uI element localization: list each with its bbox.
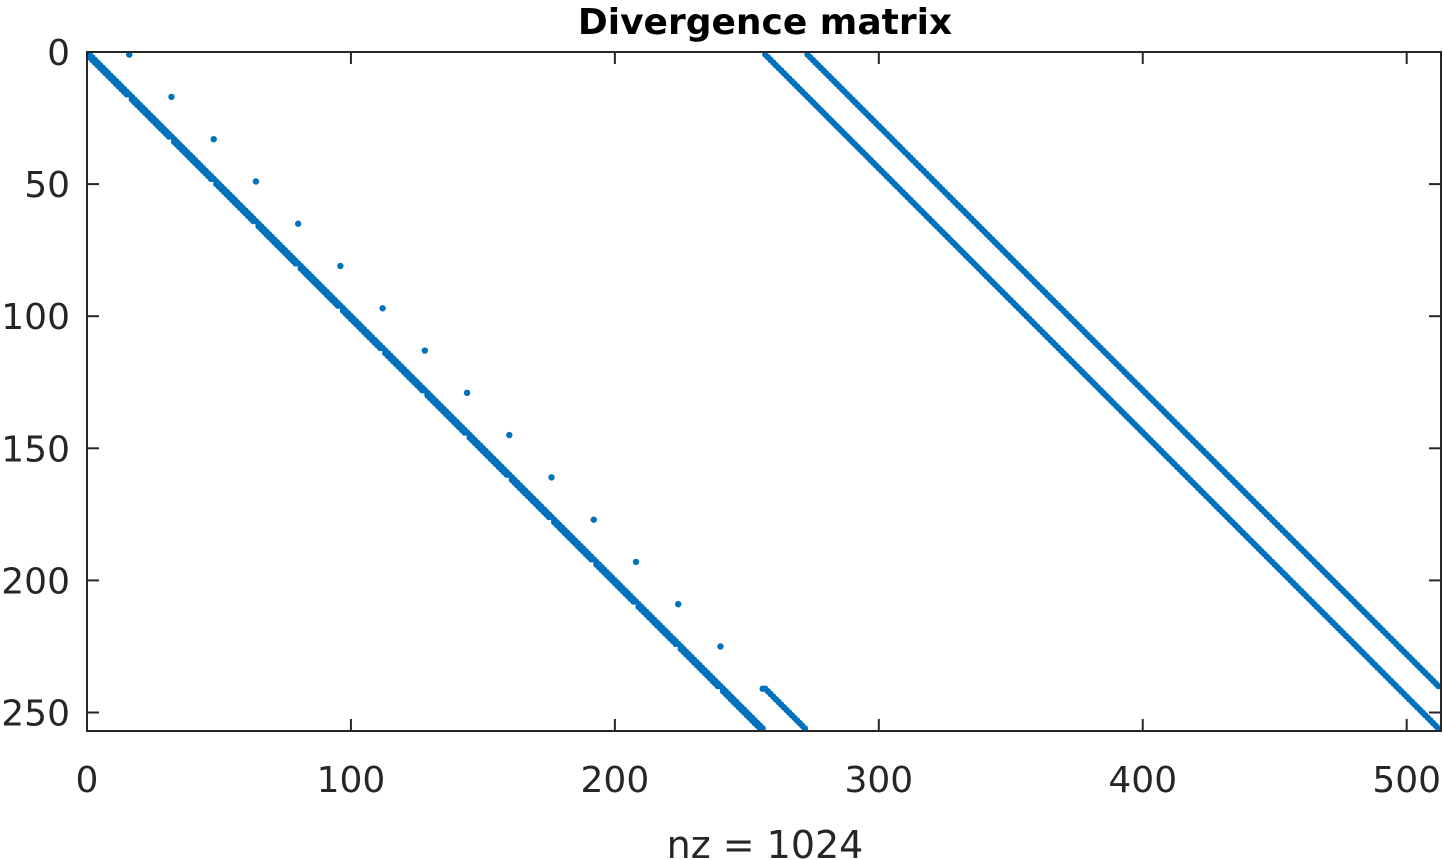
data-point xyxy=(334,302,341,309)
data-point xyxy=(210,135,217,143)
y-tick-label: 100 xyxy=(1,297,70,338)
data-point xyxy=(756,725,764,732)
data-point xyxy=(801,725,809,732)
data-point xyxy=(379,305,386,312)
data-point xyxy=(165,133,173,140)
x-tick-label: 500 xyxy=(1372,760,1441,801)
y-tick-label: 0 xyxy=(47,33,70,74)
plot-area-frame xyxy=(86,51,1442,732)
data-point xyxy=(126,51,133,58)
data-point xyxy=(1435,725,1442,732)
y-axis: 0 50 100 150 200 250 xyxy=(1,33,1441,735)
data-point xyxy=(672,640,679,648)
data-point xyxy=(675,600,682,608)
data-point xyxy=(590,516,597,523)
x-axis: 0 100 200 300 400 500 xyxy=(76,52,1441,801)
data-point xyxy=(376,344,384,352)
data-point xyxy=(632,558,640,566)
chart-title: Divergence matrix xyxy=(578,2,952,43)
x-axis-label: nz = 1024 xyxy=(667,823,864,860)
data-point xyxy=(419,386,426,394)
data-point xyxy=(714,682,722,690)
data-point xyxy=(630,598,637,605)
data-point xyxy=(250,217,257,225)
data-point xyxy=(337,262,344,270)
data-point xyxy=(294,220,302,227)
data-point xyxy=(461,429,468,436)
data-point xyxy=(463,389,471,397)
data-point xyxy=(292,260,299,267)
data-point xyxy=(1435,682,1442,690)
data-point xyxy=(506,431,513,439)
y-tick-label: 150 xyxy=(1,429,70,470)
y-tick-label: 250 xyxy=(1,694,70,735)
data-point xyxy=(545,513,553,521)
data-point xyxy=(717,643,724,650)
x-tick-label: 0 xyxy=(76,760,99,801)
data-point xyxy=(548,474,555,481)
data-point xyxy=(252,178,260,185)
y-tick-label: 50 xyxy=(24,165,70,206)
data-point xyxy=(168,93,175,101)
y-tick-label: 200 xyxy=(1,561,70,602)
data-point xyxy=(207,175,215,183)
data-point xyxy=(503,471,510,478)
x-tick-label: 300 xyxy=(844,760,913,801)
spy-points xyxy=(86,51,1442,732)
x-tick-label: 200 xyxy=(581,760,650,801)
x-tick-label: 400 xyxy=(1108,760,1177,801)
data-point xyxy=(587,556,595,563)
data-point xyxy=(123,91,130,98)
x-tick-label: 100 xyxy=(317,760,386,801)
data-point xyxy=(421,347,429,354)
